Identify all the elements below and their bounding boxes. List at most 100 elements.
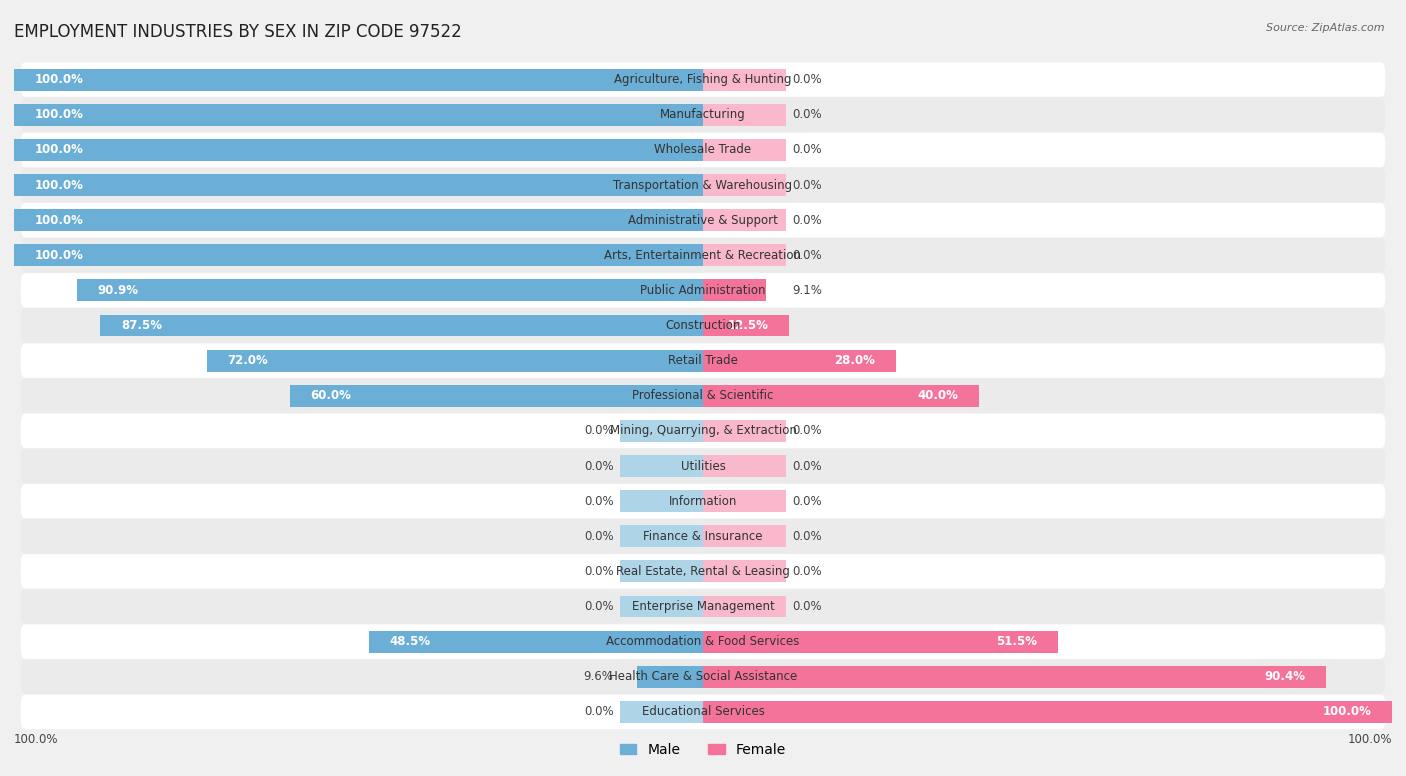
Text: 72.0%: 72.0% [228,354,269,367]
Text: Wholesale Trade: Wholesale Trade [654,144,752,157]
Text: 100.0%: 100.0% [1323,705,1371,719]
Text: 0.0%: 0.0% [793,494,823,508]
Text: 60.0%: 60.0% [311,390,352,402]
Text: 0.0%: 0.0% [793,424,823,438]
Bar [14,210,703,231]
FancyBboxPatch shape [21,168,1385,203]
Bar [703,244,786,266]
Text: 100.0%: 100.0% [35,144,83,157]
Text: Manufacturing: Manufacturing [661,109,745,121]
Bar [14,174,703,196]
Bar [14,104,703,126]
Text: Retail Trade: Retail Trade [668,354,738,367]
Bar [620,596,703,618]
Text: 100.0%: 100.0% [14,733,59,746]
Bar [703,525,786,547]
Text: Transportation & Warehousing: Transportation & Warehousing [613,178,793,192]
Text: 0.0%: 0.0% [793,565,823,578]
Text: EMPLOYMENT INDUSTRIES BY SEX IN ZIP CODE 97522: EMPLOYMENT INDUSTRIES BY SEX IN ZIP CODE… [14,23,461,41]
Text: 0.0%: 0.0% [793,73,823,86]
Text: 51.5%: 51.5% [995,635,1038,648]
Text: 90.4%: 90.4% [1264,670,1305,683]
Text: Mining, Quarrying, & Extraction: Mining, Quarrying, & Extraction [610,424,796,438]
Bar [703,490,786,512]
Bar [14,244,703,266]
Text: 28.0%: 28.0% [834,354,876,367]
Bar [703,314,789,337]
Text: 0.0%: 0.0% [583,565,613,578]
Bar [620,420,703,442]
Text: 0.0%: 0.0% [793,249,823,262]
Text: 0.0%: 0.0% [793,213,823,227]
FancyBboxPatch shape [21,449,1385,483]
Text: 9.6%: 9.6% [583,670,613,683]
Bar [703,279,766,301]
Text: Arts, Entertainment & Recreation: Arts, Entertainment & Recreation [605,249,801,262]
Bar [620,560,703,582]
Text: Administrative & Support: Administrative & Support [628,213,778,227]
Text: 100.0%: 100.0% [35,213,83,227]
Bar [703,104,786,126]
Text: 100.0%: 100.0% [35,178,83,192]
Text: 100.0%: 100.0% [35,249,83,262]
Text: 40.0%: 40.0% [917,390,957,402]
Text: 87.5%: 87.5% [121,319,162,332]
Bar [620,525,703,547]
Bar [368,631,703,653]
Text: 0.0%: 0.0% [583,494,613,508]
Text: Educational Services: Educational Services [641,705,765,719]
FancyBboxPatch shape [21,238,1385,272]
Text: 12.5%: 12.5% [727,319,769,332]
FancyBboxPatch shape [21,660,1385,694]
Text: 100.0%: 100.0% [35,73,83,86]
FancyBboxPatch shape [21,589,1385,624]
Bar [703,385,979,407]
FancyBboxPatch shape [21,273,1385,307]
FancyBboxPatch shape [21,203,1385,237]
Bar [77,279,703,301]
Bar [703,420,786,442]
Bar [637,666,703,688]
Text: Finance & Insurance: Finance & Insurance [644,530,762,542]
Bar [703,455,786,477]
Text: 100.0%: 100.0% [1347,733,1392,746]
FancyBboxPatch shape [21,519,1385,553]
Text: 9.1%: 9.1% [793,284,823,297]
Text: Agriculture, Fishing & Hunting: Agriculture, Fishing & Hunting [614,73,792,86]
Text: 0.0%: 0.0% [793,600,823,613]
Bar [703,631,1057,653]
Text: 0.0%: 0.0% [583,705,613,719]
Text: 48.5%: 48.5% [389,635,430,648]
Text: 0.0%: 0.0% [583,530,613,542]
Bar [620,701,703,722]
Text: Professional & Scientific: Professional & Scientific [633,390,773,402]
Text: 0.0%: 0.0% [793,459,823,473]
Text: Source: ZipAtlas.com: Source: ZipAtlas.com [1267,23,1385,33]
Bar [14,69,703,91]
Bar [290,385,703,407]
Bar [703,69,786,91]
Bar [703,139,786,161]
Text: 0.0%: 0.0% [793,178,823,192]
Text: 90.9%: 90.9% [97,284,138,297]
Text: 100.0%: 100.0% [35,109,83,121]
FancyBboxPatch shape [21,695,1385,729]
Text: 0.0%: 0.0% [793,109,823,121]
Text: Real Estate, Rental & Leasing: Real Estate, Rental & Leasing [616,565,790,578]
Text: Utilities: Utilities [681,459,725,473]
FancyBboxPatch shape [21,484,1385,518]
Bar [703,174,786,196]
Bar [207,350,703,372]
Bar [703,350,896,372]
Text: 0.0%: 0.0% [583,600,613,613]
FancyBboxPatch shape [21,344,1385,378]
Text: Public Administration: Public Administration [640,284,766,297]
Text: Accommodation & Food Services: Accommodation & Food Services [606,635,800,648]
Text: 0.0%: 0.0% [793,144,823,157]
Bar [620,490,703,512]
FancyBboxPatch shape [21,625,1385,659]
Text: 0.0%: 0.0% [583,459,613,473]
FancyBboxPatch shape [21,62,1385,97]
FancyBboxPatch shape [21,379,1385,413]
FancyBboxPatch shape [21,308,1385,343]
